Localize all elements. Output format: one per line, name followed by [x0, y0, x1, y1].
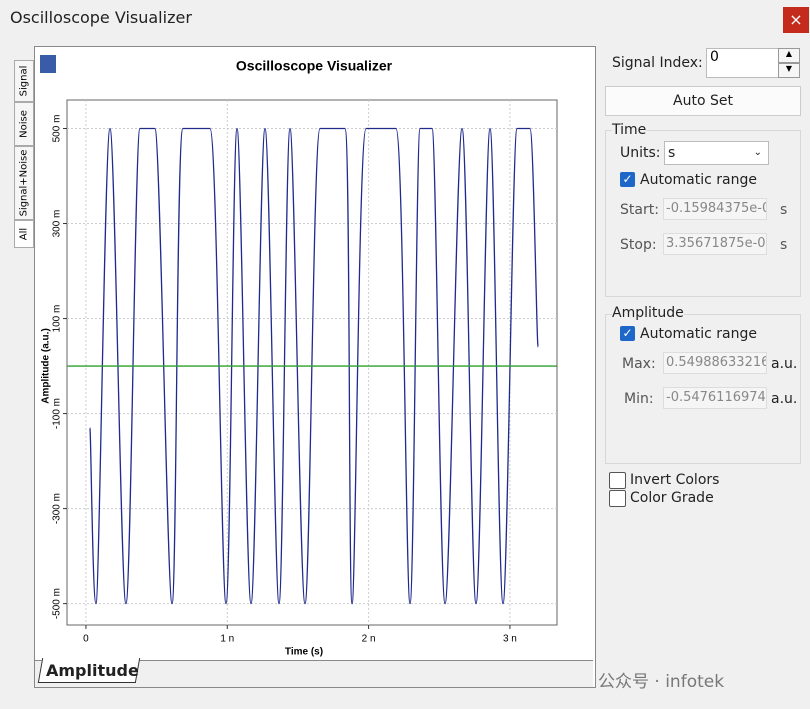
- checkbox[interactable]: ✓: [620, 326, 635, 341]
- dropdown-value: s: [668, 145, 676, 161]
- save-icon[interactable]: [40, 55, 56, 73]
- y-tick-label: -100 m: [52, 398, 63, 429]
- unit: s: [780, 202, 788, 218]
- y-tick-label: -300 m: [52, 493, 63, 524]
- x-axis-label: Time (s): [285, 647, 323, 658]
- spin-down[interactable]: ▼: [778, 63, 800, 78]
- spin-input[interactable]: 0: [706, 48, 781, 78]
- text-input[interactable]: -0.15984375e-0: [663, 198, 767, 220]
- tab[interactable]: Noise: [14, 102, 34, 146]
- tab[interactable]: All: [14, 220, 34, 248]
- unit: s: [780, 237, 788, 253]
- checkbox[interactable]: ✓: [620, 172, 635, 187]
- checkbox-label: Automatic range: [640, 172, 757, 188]
- tab[interactable]: Signal: [14, 60, 34, 102]
- tab[interactable]: Signal+Noise: [14, 146, 34, 220]
- group-box: [605, 314, 801, 464]
- group-title: Time: [612, 122, 647, 138]
- y-tick-label: -500 m: [52, 588, 63, 619]
- text-input[interactable]: 3.35671875e-0: [663, 233, 767, 255]
- y-tick-label: 300 m: [52, 210, 63, 238]
- x-tick-label: 3 n: [503, 634, 517, 645]
- tab-label: Amplitude: [46, 661, 139, 680]
- chart-title: Oscilloscope Visualizer: [236, 58, 393, 74]
- label: Signal Index:: [612, 55, 703, 71]
- unit: a.u.: [771, 356, 798, 372]
- checkbox[interactable]: [609, 490, 626, 507]
- spin-up[interactable]: ▲: [778, 48, 800, 63]
- window-title: Oscilloscope Visualizer: [10, 8, 192, 27]
- text-input[interactable]: -0.5476116974: [663, 387, 767, 409]
- label: Units:: [620, 145, 661, 161]
- series-line: [89, 127, 539, 605]
- y-tick-label: 100 m: [52, 305, 63, 333]
- label: Min:: [624, 391, 654, 407]
- checkbox-label: Color Grade: [630, 490, 714, 506]
- label: Stop:: [620, 237, 657, 253]
- watermark: 公众号 · infotek: [598, 672, 725, 692]
- group-title: Amplitude: [612, 305, 684, 321]
- x-tick-label: 0: [83, 634, 89, 645]
- unit: a.u.: [771, 391, 798, 407]
- label: Max:: [622, 356, 656, 372]
- checkbox-label: Automatic range: [640, 326, 757, 342]
- label: Start:: [620, 202, 659, 218]
- button[interactable]: Auto Set: [605, 86, 801, 116]
- dropdown[interactable]: s ⌄: [664, 141, 769, 165]
- checkbox[interactable]: [609, 472, 626, 489]
- y-tick-label: 500 m: [52, 115, 63, 143]
- x-tick-label: 2 n: [362, 634, 376, 645]
- close-button[interactable]: ×: [783, 7, 809, 33]
- x-tick-label: 1 n: [220, 634, 234, 645]
- y-axis-label: Amplitude (a.u.): [41, 328, 52, 404]
- checkbox-label: Invert Colors: [630, 472, 720, 488]
- text-input[interactable]: 0.54988633216: [663, 352, 767, 374]
- group-box: [605, 130, 801, 297]
